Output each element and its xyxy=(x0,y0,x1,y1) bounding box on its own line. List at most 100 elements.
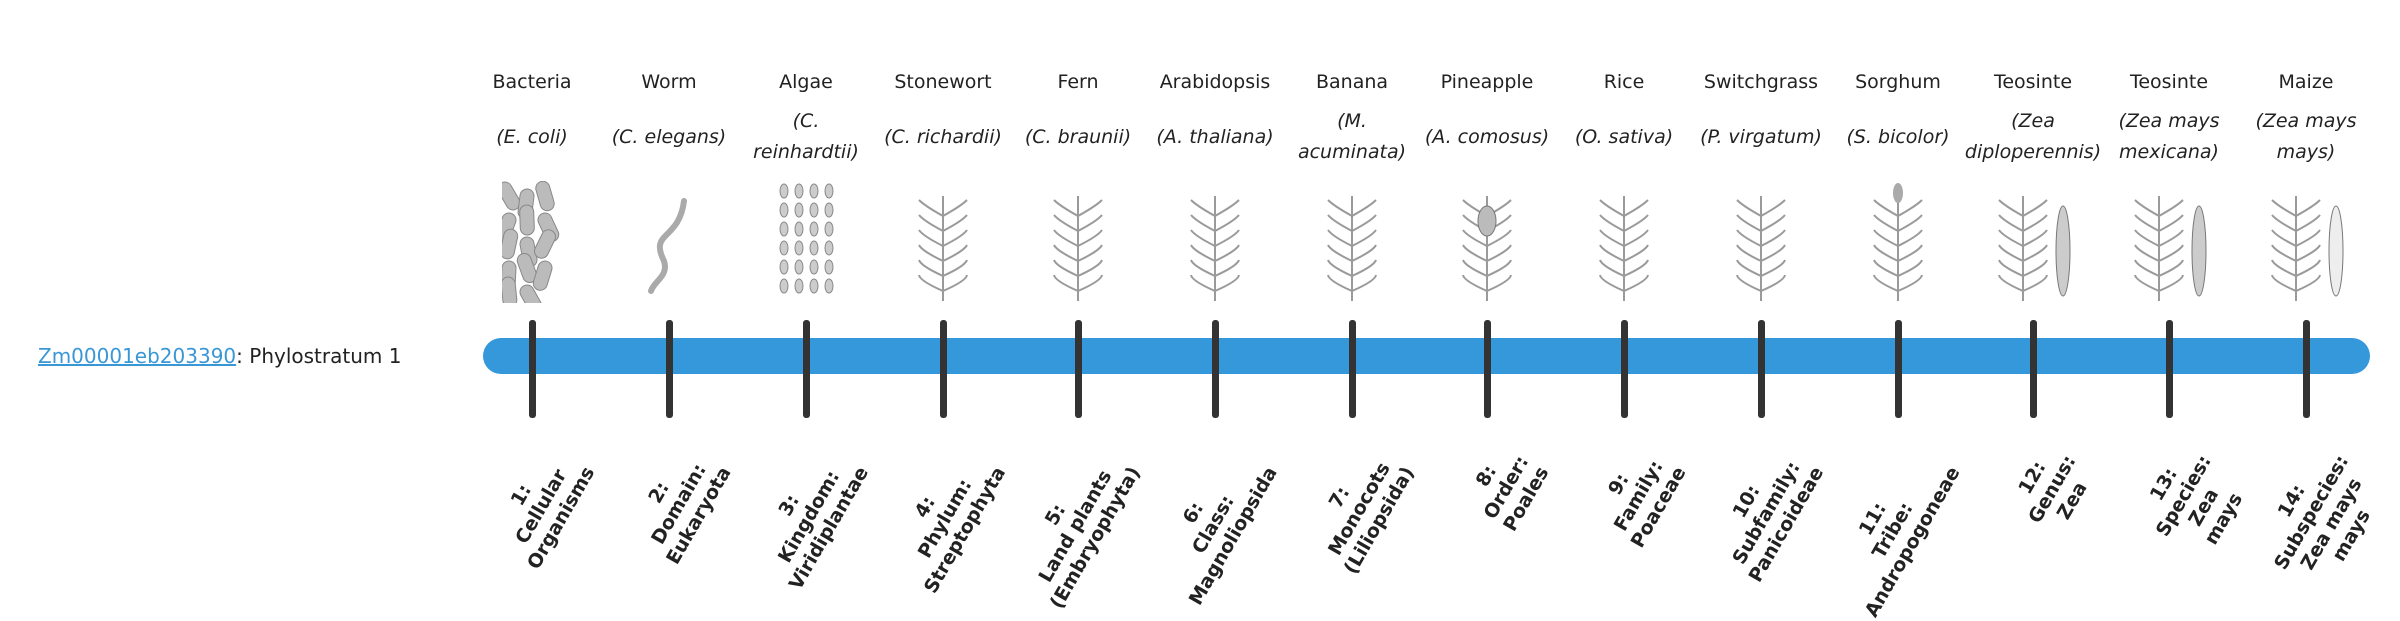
stratum-label-text: 14: Subspecies: Zea mays mays xyxy=(2269,451,2375,574)
organism-column: Rice (O. sativa) xyxy=(1554,64,1694,303)
organism-column: Arabidopsis (A. thaliana) xyxy=(1145,64,1285,303)
stratum-label-text: 12: Genus: Zea xyxy=(2013,451,2092,527)
scientific-name-text: (C. braunii) xyxy=(1024,125,1132,148)
stratum-tick xyxy=(1212,320,1219,418)
common-name: Teosinte xyxy=(1993,71,2073,93)
scientific-name-text: (S. bicolor) xyxy=(1846,125,1950,148)
teosinte-illustration-icon xyxy=(2099,178,2239,303)
stratum-tick xyxy=(1075,320,1082,418)
common-name: Maize xyxy=(2278,71,2334,93)
pineapple-illustration-icon xyxy=(1417,178,1557,303)
scientific-name-text: (Zea mays mexicana) xyxy=(2118,110,2220,163)
stratum-tick xyxy=(1758,320,1765,418)
scientific-name: (A. thaliana) xyxy=(1145,100,1285,174)
switchgrass-illustration-icon xyxy=(1691,178,1831,303)
gene-id-link[interactable]: Zm00001eb203390 xyxy=(38,344,237,368)
common-name: Arabidopsis xyxy=(1159,71,1271,93)
stratum-label-text: 9: Family: Poaceae xyxy=(1604,456,1691,552)
organism-column: Sorghum (S. bicolor) xyxy=(1828,64,1968,303)
fern-illustration-icon xyxy=(1008,178,1148,303)
organism-column: Maize (Zea mays mays) xyxy=(2236,64,2376,303)
stonewort-illustration-icon xyxy=(873,178,1013,303)
rice-illustration-icon xyxy=(1554,178,1694,303)
organism-column: Bacteria (E. coli) xyxy=(462,64,602,303)
scientific-name-text: (Zea diploperennis) xyxy=(1964,110,2102,163)
stratum-tick xyxy=(940,320,947,418)
stratum-tick xyxy=(529,320,536,418)
scientific-name: (S. bicolor) xyxy=(1828,100,1968,174)
scientific-name-text: (C. elegans) xyxy=(611,125,727,148)
organism-column: Teosinte (Zea diploperennis) xyxy=(1963,64,2103,303)
common-name: Banana xyxy=(1315,71,1389,93)
scientific-name: (E. coli) xyxy=(462,100,602,174)
common-name: Bacteria xyxy=(492,71,572,93)
common-name: Worm xyxy=(641,71,697,93)
banana-illustration-icon xyxy=(1282,178,1422,303)
common-name: Sorghum xyxy=(1855,71,1941,93)
scientific-name-text: (O. sativa) xyxy=(1574,125,1674,148)
worm-illustration-icon xyxy=(599,178,739,303)
stratum-tick xyxy=(2030,320,2037,418)
teosinte-illustration-icon xyxy=(1963,178,2103,303)
scientific-name-text: (Zea mays mays) xyxy=(2255,110,2357,163)
common-name: Algae xyxy=(779,71,833,93)
scientific-name-text: (C. reinhardtii) xyxy=(753,110,859,163)
organism-column: Algae (C. reinhardtii) xyxy=(736,64,876,303)
stratum-tick xyxy=(803,320,810,418)
phylostratum-bar xyxy=(483,338,2370,374)
stratum-label-text: 4: Phylum: Streptophyta xyxy=(910,463,1010,598)
organism-column: Fern (C. braunii) xyxy=(1008,64,1148,303)
scientific-name: (C. braunii) xyxy=(1008,100,1148,174)
stratum-label-text: 5: Land plants (Embryophyta) xyxy=(1034,463,1145,613)
sorghum-illustration-icon xyxy=(1828,178,1968,303)
scientific-name: (Zea diploperennis) xyxy=(1963,100,2103,174)
stratum-tick xyxy=(1895,320,1902,418)
bacteria-illustration-icon xyxy=(462,178,602,303)
stratum-tick xyxy=(1621,320,1628,418)
stratum-label-text: 11: Tribe: Andropogoneae xyxy=(1855,463,1965,621)
scientific-name-text: (E. coli) xyxy=(496,125,568,148)
scientific-name: (P. virgatum) xyxy=(1691,100,1831,174)
scientific-name: (O. sativa) xyxy=(1554,100,1694,174)
stratum-label-text: 10: Subfamily: Panicoideae xyxy=(1727,457,1828,586)
common-name: Stonewort xyxy=(894,71,992,93)
stratum-label-text: 1: Cellular Organisms xyxy=(506,463,599,574)
stratum-tick xyxy=(2303,320,2310,418)
stratum-tick xyxy=(1484,320,1491,418)
stratum-label-text: 13: Species: Zea mays xyxy=(2146,451,2248,549)
stratum-label-text: 7: Monocots (Liliopsida) xyxy=(1324,458,1419,578)
scientific-name: (M. acuminata) xyxy=(1282,100,1422,174)
scientific-name-text: (A. thaliana) xyxy=(1156,125,1274,148)
stratum-tick xyxy=(666,320,673,418)
organism-column: Stonewort (C. richardii) xyxy=(873,64,1013,303)
scientific-name: (Zea mays mexicana) xyxy=(2099,100,2239,174)
stratum-label-text: 6: Class: Magnoliopsida xyxy=(1178,463,1282,609)
organism-column: Switchgrass (P. virgatum) xyxy=(1691,64,1831,303)
stratum-label-text: 8: Order: Poales xyxy=(1472,452,1554,536)
arabidopsis-illustration-icon xyxy=(1145,178,1285,303)
scientific-name: (Zea mays mays) xyxy=(2236,100,2376,174)
organism-column: Banana (M. acuminata) xyxy=(1282,64,1422,303)
organism-column: Worm (C. elegans) xyxy=(599,64,739,303)
scientific-name: (C. richardii) xyxy=(873,100,1013,174)
scientific-name: (C. reinhardtii) xyxy=(736,100,876,174)
phylostratum-text: : Phylostratum 1 xyxy=(236,344,402,368)
scientific-name-text: (A. comosus) xyxy=(1424,125,1550,148)
scientific-name: (A. comosus) xyxy=(1417,100,1557,174)
common-name: Teosinte xyxy=(2129,71,2209,93)
algae-illustration-icon xyxy=(736,178,876,303)
common-name: Rice xyxy=(1603,71,1645,93)
scientific-name: (C. elegans) xyxy=(599,100,739,174)
scientific-name-text: (C. richardii) xyxy=(884,125,1002,148)
stratum-label-text: 2: Domain: Eukaryota xyxy=(644,459,736,569)
stratum-tick xyxy=(1349,320,1356,418)
organism-column: Teosinte (Zea mays mexicana) xyxy=(2099,64,2239,303)
common-name: Switchgrass xyxy=(1703,71,1819,93)
stratum-tick xyxy=(2166,320,2173,418)
maize-illustration-icon xyxy=(2236,178,2376,303)
scientific-name-text: (P. virgatum) xyxy=(1700,125,1822,148)
common-name: Pineapple xyxy=(1440,71,1534,93)
gene-label: Zm00001eb203390: Phylostratum 1 xyxy=(38,340,401,372)
stratum-label-text: 3: Kingdom: Viridiplantae xyxy=(773,463,873,594)
common-name: Fern xyxy=(1057,71,1099,93)
